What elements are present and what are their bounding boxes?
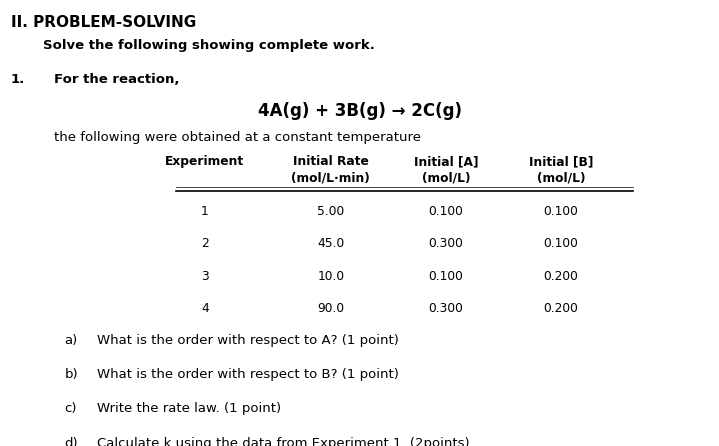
- Text: 3: 3: [201, 270, 209, 283]
- Text: 2: 2: [201, 237, 209, 251]
- Text: Initial [B]
(mol/L): Initial [B] (mol/L): [528, 155, 593, 184]
- Text: Solve the following showing complete work.: Solve the following showing complete wor…: [43, 39, 375, 52]
- Text: 10.0: 10.0: [317, 270, 344, 283]
- Text: c): c): [65, 402, 77, 415]
- Text: Write the rate law. (1 point): Write the rate law. (1 point): [97, 402, 281, 415]
- Text: Initial Rate
(mol/L·min): Initial Rate (mol/L·min): [291, 155, 370, 184]
- Text: 1.: 1.: [11, 73, 25, 86]
- Text: 0.300: 0.300: [429, 237, 463, 251]
- Text: 0.200: 0.200: [544, 270, 578, 283]
- Text: 4A(g) + 3B(g) → 2C(g): 4A(g) + 3B(g) → 2C(g): [257, 102, 462, 120]
- Text: 45.0: 45.0: [317, 237, 344, 251]
- Text: b): b): [65, 368, 78, 381]
- Text: 0.100: 0.100: [429, 205, 463, 218]
- Text: 4: 4: [201, 302, 209, 315]
- Text: What is the order with respect to B? (1 point): What is the order with respect to B? (1 …: [97, 368, 399, 381]
- Text: 1: 1: [201, 205, 209, 218]
- Text: Calculate k using the data from Experiment 1. (2points): Calculate k using the data from Experime…: [97, 437, 470, 446]
- Text: II. PROBLEM-SOLVING: II. PROBLEM-SOLVING: [11, 15, 196, 29]
- Text: Experiment: Experiment: [165, 155, 244, 169]
- Text: For the reaction,: For the reaction,: [54, 73, 180, 86]
- Text: the following were obtained at a constant temperature: the following were obtained at a constan…: [54, 131, 421, 144]
- Text: 0.200: 0.200: [544, 302, 578, 315]
- Text: 0.100: 0.100: [544, 205, 578, 218]
- Text: 0.300: 0.300: [429, 302, 463, 315]
- Text: What is the order with respect to A? (1 point): What is the order with respect to A? (1 …: [97, 334, 399, 347]
- Text: a): a): [65, 334, 78, 347]
- Text: 0.100: 0.100: [429, 270, 463, 283]
- Text: 5.00: 5.00: [317, 205, 344, 218]
- Text: d): d): [65, 437, 78, 446]
- Text: 0.100: 0.100: [544, 237, 578, 251]
- Text: Initial [A]
(mol/L): Initial [A] (mol/L): [413, 155, 478, 184]
- Text: 90.0: 90.0: [317, 302, 344, 315]
